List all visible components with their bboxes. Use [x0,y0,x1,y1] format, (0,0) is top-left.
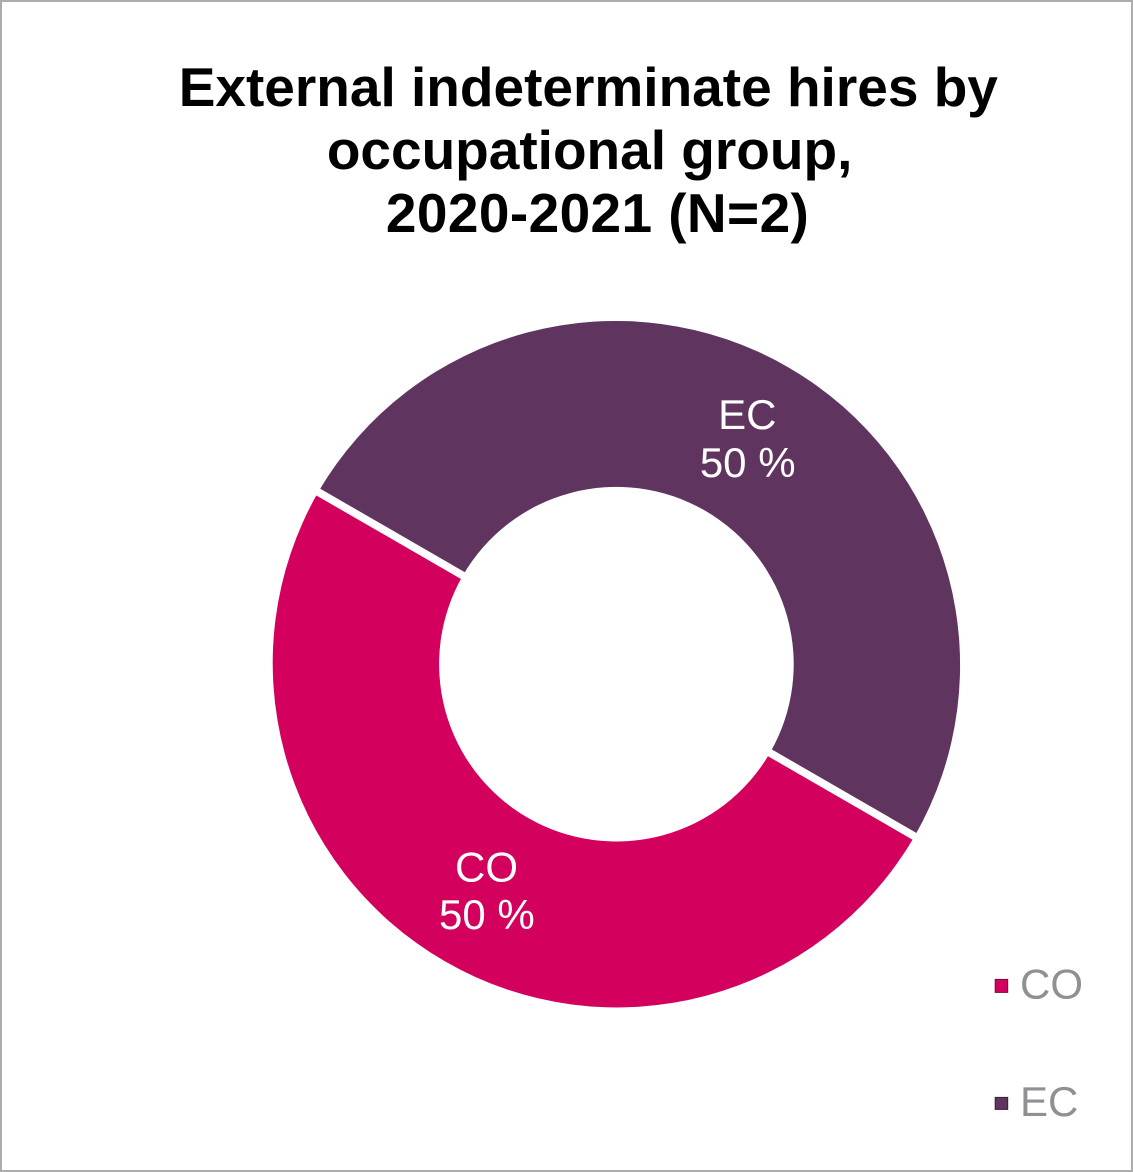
svg-text:EC: EC [1020,1078,1078,1125]
svg-text:CO: CO [455,844,518,891]
svg-text:50 %: 50 % [700,439,796,486]
svg-text:occupational group,: occupational group, [327,119,853,181]
svg-text:EC: EC [718,391,776,438]
svg-text:External indeterminate hires b: External indeterminate hires by [179,56,999,118]
svg-text:CO: CO [1020,961,1083,1008]
svg-text:2020-2021 (N=2): 2020-2021 (N=2) [386,182,809,244]
svg-text:50 %: 50 % [439,891,535,938]
